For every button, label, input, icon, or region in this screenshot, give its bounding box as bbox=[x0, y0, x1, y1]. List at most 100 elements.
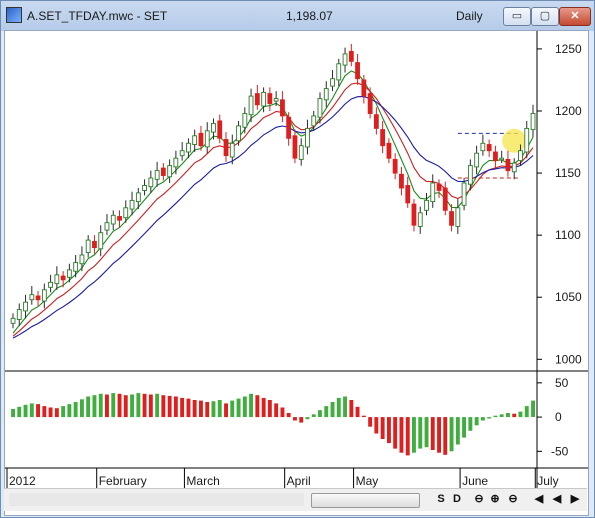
oscillator-bar bbox=[330, 402, 335, 418]
close-button[interactable]: ✕ bbox=[559, 7, 591, 26]
zoom-in-icon[interactable]: ⊕ bbox=[490, 493, 500, 505]
candle bbox=[73, 255, 79, 278]
candle bbox=[160, 163, 166, 181]
oscillator-bar bbox=[355, 406, 360, 418]
oscillator-bar bbox=[123, 395, 128, 418]
price-tick-label: 1200 bbox=[555, 104, 582, 118]
candle-body bbox=[229, 142, 235, 158]
candle bbox=[524, 120, 530, 159]
candle-body bbox=[54, 274, 60, 285]
candle bbox=[92, 235, 97, 254]
candle bbox=[511, 158, 517, 180]
oscillator-bar bbox=[17, 406, 22, 418]
candle-body bbox=[336, 63, 342, 81]
candle bbox=[129, 191, 135, 216]
candle bbox=[436, 179, 442, 198]
candle-body bbox=[267, 93, 273, 104]
candle bbox=[486, 139, 492, 157]
candle-body bbox=[273, 98, 279, 102]
candle bbox=[505, 150, 511, 177]
highlight-marker bbox=[502, 128, 527, 153]
candle-body bbox=[480, 142, 486, 152]
candle bbox=[317, 92, 323, 124]
oscillator-bar bbox=[155, 393, 160, 418]
price-chart[interactable]: 1250 1200 1150 1100 1050 1000 50 0 -50 2012 Februa… bbox=[5, 31, 588, 489]
oscillator-bar bbox=[387, 417, 391, 444]
scrollbar-track[interactable] bbox=[9, 493, 304, 506]
toolbar-button-s[interactable]: S bbox=[437, 493, 445, 505]
oscillator-bar bbox=[67, 404, 72, 418]
candle-body bbox=[424, 199, 429, 211]
candle-body bbox=[499, 157, 505, 161]
oscillator-bar bbox=[299, 417, 304, 423]
candle bbox=[35, 291, 41, 306]
toolbar-button-d[interactable]: D bbox=[453, 493, 461, 505]
candle bbox=[292, 129, 298, 164]
title-bar[interactable]: A.SET_TFDAY.mwc - SET 1,198.07 Daily ▭ ▢… bbox=[1, 1, 594, 31]
candle-body bbox=[92, 240, 97, 249]
chart-area[interactable]: 1250 1200 1150 1100 1050 1000 50 0 -50 2012 Februa… bbox=[4, 30, 589, 516]
candle-body bbox=[254, 93, 260, 106]
candle bbox=[110, 210, 116, 231]
candle-body bbox=[461, 182, 467, 206]
candle bbox=[392, 153, 398, 180]
app-icon bbox=[6, 7, 22, 23]
candle bbox=[66, 263, 72, 283]
candle-body bbox=[355, 62, 360, 80]
oscillator-bar bbox=[136, 393, 141, 418]
candle-body bbox=[455, 207, 461, 227]
candle bbox=[16, 303, 22, 326]
oscillator-bar bbox=[105, 394, 109, 418]
candle-body bbox=[179, 150, 185, 157]
scroll-start-icon[interactable]: ◀ bbox=[552, 493, 562, 505]
candle bbox=[248, 88, 254, 123]
candle-body bbox=[248, 95, 254, 116]
candle-body bbox=[154, 170, 160, 180]
oscillator-bar bbox=[255, 395, 260, 418]
oscillator-bar bbox=[73, 402, 78, 418]
scroll-left-icon[interactable]: ◀ bbox=[534, 493, 544, 505]
oscillator-bar bbox=[480, 417, 485, 421]
candle bbox=[461, 178, 467, 211]
oscillator-bar bbox=[455, 417, 460, 445]
oscillator-bar bbox=[506, 413, 510, 418]
candle-body bbox=[442, 187, 448, 211]
scrollbar-thumb[interactable] bbox=[311, 493, 420, 508]
candle bbox=[217, 114, 223, 144]
candle-body bbox=[79, 254, 85, 265]
oscillator-bar bbox=[499, 414, 504, 417]
oscillator-bar bbox=[524, 406, 529, 418]
oscillator-bar bbox=[293, 417, 297, 421]
candle-body bbox=[380, 129, 386, 147]
candle bbox=[142, 179, 147, 196]
oscillator-bar bbox=[217, 400, 222, 418]
candle bbox=[236, 120, 241, 146]
oscillator-bar bbox=[449, 417, 454, 452]
oscillator-bar bbox=[23, 404, 28, 418]
candle bbox=[386, 138, 392, 164]
scroll-right-icon[interactable]: ▶ bbox=[570, 493, 580, 505]
candle bbox=[493, 145, 498, 169]
candle-body bbox=[298, 145, 304, 160]
candle bbox=[530, 104, 536, 138]
candle bbox=[23, 294, 28, 319]
candle-body bbox=[486, 144, 492, 152]
candle-body bbox=[518, 150, 523, 162]
candle-body bbox=[417, 212, 423, 227]
oscillator-bar bbox=[462, 417, 466, 438]
oscillator-bar bbox=[487, 417, 492, 419]
candle bbox=[192, 129, 198, 152]
candle-body bbox=[311, 115, 317, 127]
oscillator-bar bbox=[430, 417, 435, 450]
candle-body bbox=[85, 239, 91, 253]
maximize-button[interactable]: ▢ bbox=[531, 7, 559, 26]
oscillator-bar bbox=[274, 403, 279, 418]
zoom-reset-icon[interactable]: ⊖ bbox=[508, 493, 518, 505]
candle bbox=[311, 110, 317, 131]
candle-body bbox=[392, 158, 398, 174]
zoom-out-icon[interactable]: ⊖ bbox=[474, 493, 484, 505]
candle-body bbox=[493, 151, 498, 162]
minimize-button[interactable]: ▭ bbox=[503, 7, 531, 26]
candle-body bbox=[29, 294, 35, 301]
oscillator-bar bbox=[424, 417, 429, 448]
